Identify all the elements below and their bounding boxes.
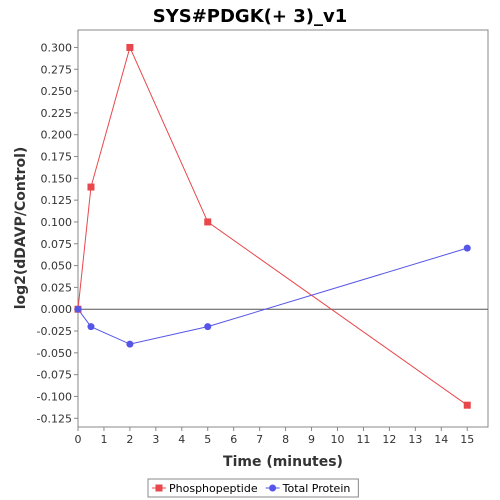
- chart-title: SYS#PDGK(+ 3)_v1: [153, 6, 347, 27]
- legend-label-phosphopeptide: Phosphopeptide: [169, 482, 258, 495]
- y-tick-label: 0.200: [41, 129, 73, 142]
- x-axis: 0 1 2 3 4 5 6 7 8 9 10 11 12 13 14 15: [75, 427, 474, 446]
- phosphopeptide-point: [204, 218, 212, 226]
- total-protein-point: [74, 305, 82, 313]
- y-tick-label: -0.050: [37, 347, 72, 360]
- y-tick-label: 0.025: [41, 281, 73, 294]
- x-tick-label: 6: [230, 433, 237, 446]
- x-tick-label: 5: [204, 433, 211, 446]
- legend-label-total-protein: Total Protein: [282, 482, 351, 495]
- y-tick-label: 0.075: [41, 238, 73, 251]
- y-tick-label: -0.075: [37, 369, 72, 382]
- y-tick-label: 0.175: [41, 151, 73, 164]
- y-tick-label: -0.125: [37, 412, 72, 425]
- phosphopeptide-point: [126, 43, 134, 51]
- y-tick-label: 0.050: [41, 260, 73, 273]
- x-tick-label: 2: [126, 433, 133, 446]
- phosphopeptide-point: [463, 401, 471, 409]
- y-tick-label: 0.000: [41, 303, 73, 316]
- phosphopeptide-point: [87, 183, 95, 191]
- x-tick-label: 0: [75, 433, 82, 446]
- x-tick-label: 12: [382, 433, 396, 446]
- y-tick-label: 0.125: [41, 194, 73, 207]
- y-tick-label: 0.250: [41, 85, 73, 98]
- x-tick-label: 1: [100, 433, 107, 446]
- legend-box: [147, 478, 359, 498]
- x-tick-label: 10: [330, 433, 344, 446]
- y-tick-label: -0.100: [37, 390, 72, 403]
- x-axis-label: Time (minutes): [223, 454, 343, 470]
- legend-marker-total-protein: [269, 484, 277, 492]
- x-tick-label: 15: [460, 433, 474, 446]
- plot-area: [77, 29, 489, 428]
- legend: Phosphopeptide Total Protein: [147, 478, 359, 498]
- y-tick-label: -0.025: [37, 325, 72, 338]
- x-tick-label: 7: [256, 433, 263, 446]
- series-markers: [74, 43, 471, 409]
- x-tick-label: 4: [178, 433, 185, 446]
- legend-marker-phosphopeptide: [155, 484, 163, 492]
- total-protein-point: [126, 340, 134, 348]
- y-tick-label: 0.225: [41, 107, 73, 120]
- y-axis-label: log2(dDAVP/Control): [13, 147, 29, 310]
- y-tick-label: 0.275: [41, 63, 73, 76]
- x-tick-label: 11: [356, 433, 370, 446]
- total-protein-point: [87, 323, 95, 331]
- x-tick-label: 3: [152, 433, 159, 446]
- y-tick-label: 0.150: [41, 172, 73, 185]
- x-tick-label: 9: [308, 433, 315, 446]
- total-protein-point: [463, 244, 471, 252]
- x-tick-label: 13: [408, 433, 422, 446]
- y-tick-label: 0.100: [41, 216, 73, 229]
- x-tick-label: 8: [282, 433, 289, 446]
- x-tick-label: 14: [434, 433, 448, 446]
- y-axis: -0.125 -0.100 -0.075 -0.050 -0.025 0.000 0.025…: [37, 41, 78, 425]
- total-protein-point: [204, 323, 212, 331]
- y-tick-label: 0.300: [41, 41, 73, 54]
